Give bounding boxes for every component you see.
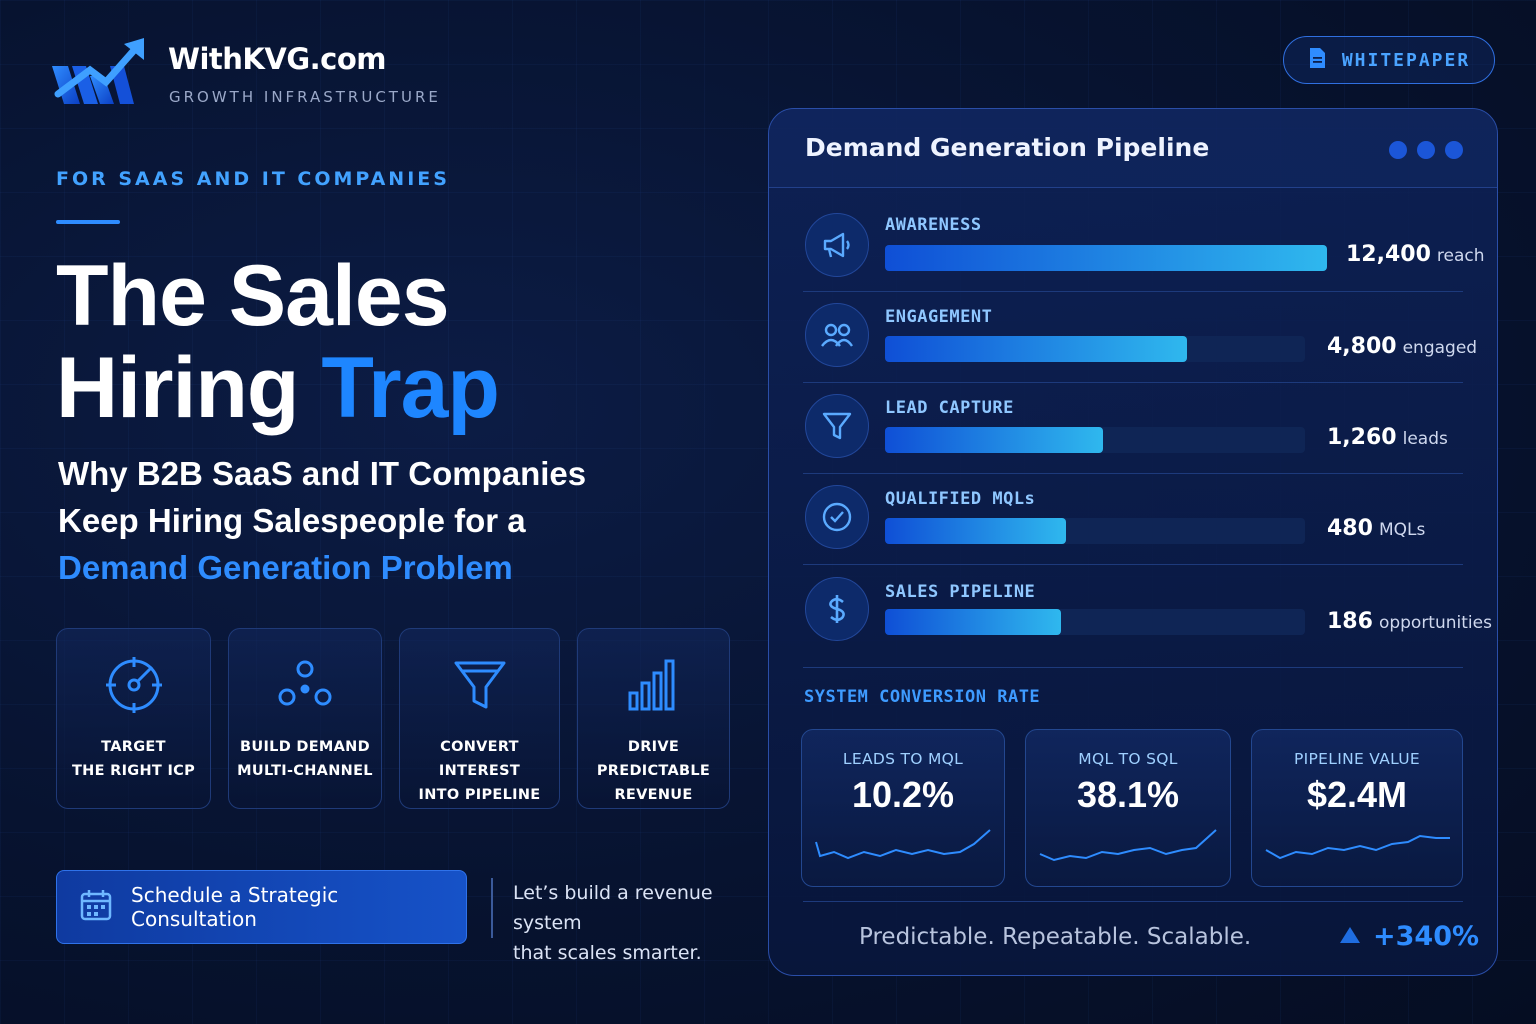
megaphone-icon	[805, 213, 869, 277]
metric-value: $2.4M	[1306, 774, 1408, 815]
brand-name: WithKVG.com	[168, 42, 387, 76]
stage-unit: engaged	[1402, 338, 1478, 358]
cta-note-line-1: Let’s build a revenue system	[513, 882, 713, 934]
metric-label: PIPELINE VALUE	[1294, 750, 1420, 768]
title-highlight: Trap	[321, 340, 500, 436]
window-dot-icon[interactable]	[1445, 141, 1463, 159]
feature-label: TARGET THE RIGHT ICP	[71, 739, 196, 779]
metric-label: MQL TO SQL	[1078, 750, 1178, 768]
stage-unit: reach	[1436, 246, 1485, 266]
stage-bar	[885, 609, 1062, 635]
whitepaper-label: WHITEPAPER	[1341, 49, 1471, 71]
sparkline-icon	[1265, 834, 1450, 860]
users-icon	[805, 303, 869, 367]
cta-note: Let’s build a revenue system that scales…	[513, 878, 763, 968]
schedule-consultation-button[interactable]: Schedule a Strategic Consultation	[56, 870, 467, 944]
pipeline-panel: Demand Generation Pipeline AWARENESS 12,…	[768, 108, 1498, 976]
stage-track	[885, 336, 1305, 362]
stage-label: SALES PIPELINE	[885, 582, 1036, 602]
panel-tagline: Predictable. Repeatable. Scalable.	[859, 924, 1252, 950]
stage-bar	[885, 336, 1188, 362]
page-subtitle: Why B2B SaaS and IT Companies Keep Hirin…	[58, 450, 698, 591]
filter-icon	[805, 394, 869, 458]
divider	[803, 667, 1463, 668]
document-icon	[1308, 47, 1326, 73]
target-icon	[104, 655, 164, 715]
subtitle-line-1: Why B2B SaaS and IT Companies	[58, 455, 587, 492]
conversion-title: SYSTEM CONVERSION RATE	[804, 687, 1041, 707]
divider	[491, 878, 493, 938]
accent-divider	[56, 220, 120, 224]
stage-value: 1,260 leads	[1327, 425, 1448, 450]
stage-track	[885, 518, 1305, 544]
sparkline-icon	[1039, 829, 1217, 862]
title-line-2: Hiring	[56, 340, 322, 436]
cta-note-line-2: that scales smarter.	[513, 942, 702, 964]
calendar-icon	[79, 888, 113, 926]
stage-track	[885, 245, 1327, 271]
title-line-1: The Sales	[56, 248, 450, 344]
stage-label: AWARENESS	[885, 215, 982, 235]
stage-track	[885, 609, 1305, 635]
feature-card-demand: BUILD DEMAND MULTI-CHANNEL	[228, 628, 382, 809]
panel-title: Demand Generation Pipeline	[805, 133, 1210, 162]
divider	[803, 473, 1463, 474]
stage-value: 12,400 reach	[1346, 242, 1485, 267]
feature-card-target: TARGET THE RIGHT ICP	[56, 628, 211, 809]
dollar-icon	[805, 577, 869, 641]
brand-tagline: GROWTH INFRASTRUCTURE	[169, 88, 441, 106]
logo-icon	[50, 36, 150, 112]
stage-bar	[885, 427, 1104, 453]
stage-value: 4,800 engaged	[1327, 334, 1477, 359]
feature-card-convert: CONVERT INTEREST INTO PIPELINE	[399, 628, 560, 809]
feature-label: BUILD DEMAND MULTI-CHANNEL	[237, 739, 373, 779]
subtitle-highlight: Demand Generation Problem	[58, 549, 513, 586]
metric-value: 38.1%	[1076, 774, 1180, 815]
metric-card: PIPELINE VALUE $2.4M	[1251, 729, 1463, 887]
stage-bar	[885, 518, 1066, 544]
network-icon	[275, 655, 335, 715]
stage-number: 1,260	[1327, 425, 1397, 450]
stage-label: QUALIFIED MQLs	[885, 489, 1036, 509]
divider	[803, 564, 1463, 565]
metric-label: LEADS TO MQL	[842, 750, 964, 768]
stage-unit: MQLs	[1378, 520, 1426, 540]
stage-unit: leads	[1402, 429, 1448, 449]
stage-number: 4,800	[1327, 334, 1397, 359]
eyebrow-text: FOR SAAS AND IT COMPANIES	[56, 168, 450, 190]
stage-value: 480 MQLs	[1327, 516, 1425, 541]
stage-number: 186	[1327, 609, 1373, 634]
check-circle-icon	[805, 485, 869, 549]
feature-label: CONVERT INTEREST INTO PIPELINE	[418, 739, 541, 803]
stage-label: ENGAGEMENT	[885, 307, 993, 327]
page-title: The Sales Hiring Trap	[56, 250, 716, 434]
bar-growth-icon	[624, 655, 684, 715]
growth-indicator: +340%	[1339, 921, 1479, 952]
window-dot-icon[interactable]	[1417, 141, 1435, 159]
triangle-up-icon	[1339, 926, 1361, 948]
stage-label: LEAD CAPTURE	[885, 398, 1014, 418]
metric-card: LEADS TO MQL 10.2%	[801, 729, 1005, 887]
stage-value: 186 opportunities	[1327, 609, 1492, 634]
feature-card-revenue: DRIVE PREDICTABLE REVENUE	[577, 628, 730, 809]
cta-label: Schedule a Strategic Consultation	[131, 883, 339, 931]
stage-number: 12,400	[1346, 242, 1431, 267]
growth-value: +340%	[1373, 921, 1480, 952]
funnel-icon	[450, 655, 510, 715]
panel-header	[769, 109, 1497, 188]
whitepaper-button[interactable]: WHITEPAPER	[1283, 36, 1495, 84]
divider	[803, 382, 1463, 383]
stage-unit: opportunities	[1378, 613, 1492, 633]
sparkline-icon	[815, 829, 991, 860]
stage-number: 480	[1327, 516, 1373, 541]
metric-value: 10.2%	[851, 774, 955, 815]
feature-label: DRIVE PREDICTABLE REVENUE	[596, 739, 711, 803]
divider	[803, 901, 1463, 902]
subtitle-line-2: Keep Hiring Salespeople for a	[58, 502, 526, 539]
stage-track	[885, 427, 1305, 453]
metric-card: MQL TO SQL 38.1%	[1025, 729, 1231, 887]
divider	[803, 291, 1463, 292]
window-dot-icon[interactable]	[1389, 141, 1407, 159]
stage-bar	[885, 245, 1327, 271]
